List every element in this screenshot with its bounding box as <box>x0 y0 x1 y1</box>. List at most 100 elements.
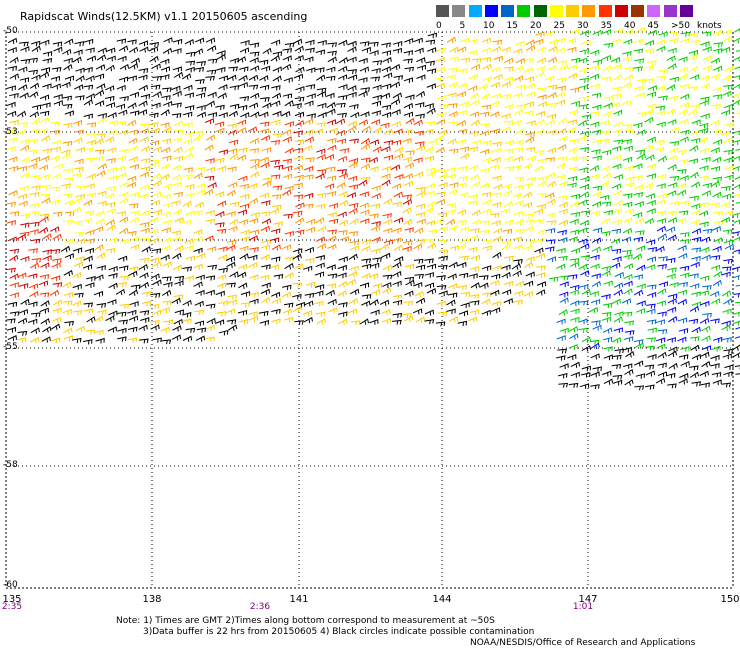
wind-barb <box>569 138 579 145</box>
wind-barb <box>294 111 304 118</box>
wind-barb <box>96 252 106 259</box>
wind-barb <box>129 191 140 198</box>
wind-barb <box>42 255 52 262</box>
wind-barb <box>634 85 644 92</box>
wind-barb <box>348 161 358 169</box>
wind-barb <box>424 207 434 214</box>
wind-barb <box>86 276 96 282</box>
wind-barb <box>172 102 182 108</box>
wind-barb <box>107 326 117 333</box>
legend-swatch <box>468 5 482 17</box>
wind-barb <box>228 139 239 146</box>
wind-barb <box>116 38 127 44</box>
wind-barb <box>710 147 720 154</box>
wind-barb <box>700 246 710 253</box>
wind-barb <box>492 265 502 271</box>
wind-barb <box>559 327 569 334</box>
wind-barb <box>237 310 248 316</box>
wind-barb <box>601 149 612 156</box>
wind-barb <box>226 319 237 325</box>
wind-barb <box>303 316 313 324</box>
wind-barb <box>482 76 492 83</box>
wind-barb <box>16 110 27 118</box>
wind-barb <box>271 297 281 305</box>
wind-barb <box>678 158 689 165</box>
wind-barb <box>435 198 446 205</box>
wind-barb <box>9 254 19 262</box>
wind-barb <box>94 315 104 323</box>
wind-barb <box>182 200 192 208</box>
wind-barb <box>699 100 709 107</box>
wind-barb <box>622 156 633 163</box>
wind-barb <box>19 41 29 47</box>
wind-barb <box>712 48 723 54</box>
wind-barb <box>480 167 490 174</box>
wind-barb <box>623 263 634 270</box>
wind-barb <box>238 318 249 325</box>
wind-barb <box>95 64 106 71</box>
wind-barb <box>229 218 239 226</box>
wind-barb <box>523 291 534 298</box>
wind-barb <box>324 183 335 190</box>
wind-barb <box>383 227 393 234</box>
wind-barb <box>194 320 205 327</box>
wind-barb <box>438 255 448 262</box>
wind-barb <box>438 249 449 255</box>
wind-barb <box>490 273 501 280</box>
wind-barb <box>9 282 19 288</box>
wind-barb <box>283 173 293 180</box>
wind-barb <box>470 99 480 106</box>
wind-barb <box>657 371 668 378</box>
wind-barb <box>229 153 239 160</box>
wind-barb <box>537 101 547 108</box>
wind-barb <box>633 175 643 181</box>
wind-barb <box>64 199 74 206</box>
wind-barb <box>72 283 82 290</box>
wind-barb <box>315 311 326 317</box>
wind-barb <box>152 146 162 153</box>
wind-barb <box>511 263 521 270</box>
wind-barb <box>148 121 159 128</box>
wind-barb <box>723 84 733 90</box>
wind-barb <box>206 246 217 252</box>
wind-barb <box>240 112 250 119</box>
wind-barb <box>284 121 294 127</box>
wind-barb <box>524 110 534 116</box>
wind-barb <box>448 316 459 323</box>
wind-barb <box>392 299 403 306</box>
wind-barb <box>304 174 314 180</box>
wind-barb <box>358 77 368 83</box>
wind-barb <box>382 57 392 64</box>
wind-barb <box>361 125 371 133</box>
wind-barb <box>457 68 468 74</box>
wind-barb <box>481 56 492 63</box>
wind-barb <box>734 336 740 341</box>
wind-barb <box>721 186 731 192</box>
wind-barb <box>281 110 291 118</box>
wind-barb <box>97 200 107 207</box>
wind-barb <box>436 275 446 281</box>
wind-barb <box>336 102 346 108</box>
wind-barb <box>50 186 61 192</box>
wind-barb <box>326 119 337 126</box>
wind-barb <box>592 324 602 331</box>
wind-barb <box>720 109 731 116</box>
wind-barb <box>127 75 137 81</box>
wind-barb <box>612 219 623 226</box>
pass-time-label: 1:01 <box>572 602 594 612</box>
y-tick-label: -58 <box>3 460 18 470</box>
wind-barb <box>623 193 633 199</box>
wind-barb <box>326 191 337 197</box>
wind-barb <box>578 167 589 173</box>
wind-barb <box>625 182 635 188</box>
wind-barb <box>119 129 129 136</box>
wind-barb <box>459 226 469 233</box>
wind-barb <box>535 237 545 244</box>
wind-barb <box>712 279 722 287</box>
wind-barb <box>85 183 95 189</box>
wind-barb <box>292 38 303 45</box>
wind-barb <box>501 264 511 271</box>
wind-barb <box>545 239 556 245</box>
wind-barb <box>481 37 492 44</box>
wind-barb <box>691 119 701 126</box>
